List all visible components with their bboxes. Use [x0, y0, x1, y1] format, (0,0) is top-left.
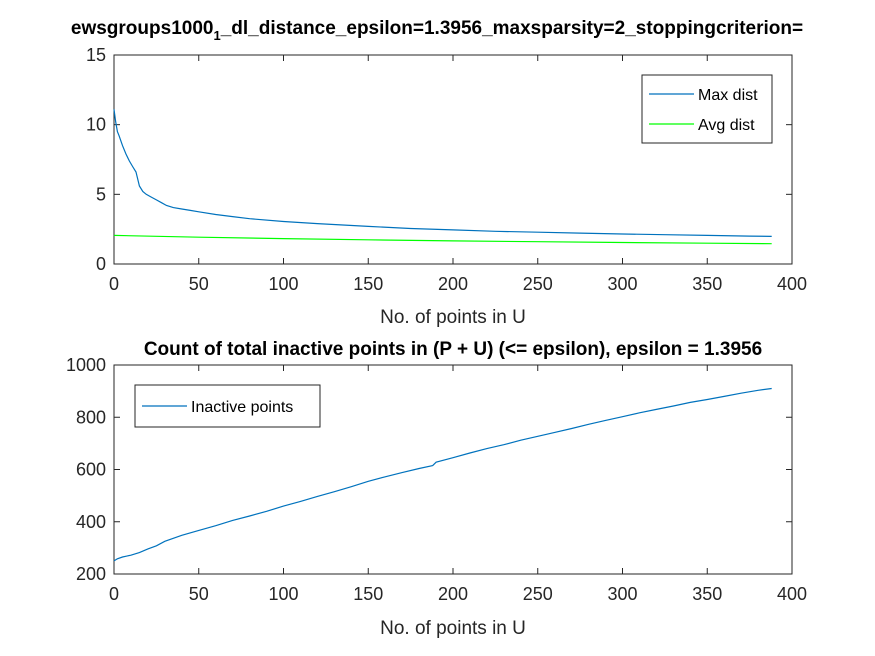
bottom-x-tick-label: 200	[438, 584, 468, 604]
top-x-tick-label: 0	[109, 274, 119, 294]
bottom-y-tick-label: 400	[76, 512, 106, 532]
bottom-y-tick-label: 600	[76, 460, 106, 480]
top-x-tick-label: 100	[268, 274, 298, 294]
bottom-legend-label: Inactive points	[191, 399, 293, 416]
top-x-tick-label: 300	[607, 274, 637, 294]
bottom-y-tick-label: 200	[76, 564, 106, 584]
top-legend-label: Avg dist	[698, 117, 755, 134]
top-x-tick-label: 250	[523, 274, 553, 294]
top-x-axis-label: No. of points in U	[380, 307, 526, 328]
top-x-tick-label: 350	[692, 274, 722, 294]
bottom-x-tick-label: 0	[109, 584, 119, 604]
top-y-tick-label: 15	[86, 45, 106, 65]
top-x-tick-label: 200	[438, 274, 468, 294]
top-x-tick-label: 150	[353, 274, 383, 294]
bottom-x-tick-label: 350	[692, 584, 722, 604]
top-y-tick-label: 0	[96, 254, 106, 274]
top-series-line-avg-dist	[113, 234, 772, 245]
top-legend-label: Max dist	[698, 87, 758, 104]
top-y-tick-label: 5	[96, 184, 106, 204]
top-series-line-max-dist	[113, 109, 772, 237]
bottom-chart-title: Count of total inactive points in (P + U…	[144, 339, 762, 360]
bottom-axes: 0 50 100 150 200 250 300 350 400 200 400 600 800 1000…	[66, 355, 807, 604]
bottom-x-axis-label: No. of points in U	[380, 618, 526, 639]
bottom-x-tick-label: 250	[523, 584, 553, 604]
bottom-x-tick-label: 400	[777, 584, 807, 604]
top-y-tick-label: 10	[86, 115, 106, 135]
bottom-x-tick-label: 100	[268, 584, 298, 604]
top-x-tick-label: 50	[189, 274, 209, 294]
top-x-tick-label: 400	[777, 274, 807, 294]
bottom-x-tick-label: 50	[189, 584, 209, 604]
bottom-x-tick-label: 300	[607, 584, 637, 604]
top-axes: 0 50 100 150 200 250 300 350 400 0 5 10 15 Max dist Av…	[86, 45, 807, 294]
bottom-series-line-inactive-points	[113, 387, 772, 562]
bottom-x-tick-label: 150	[353, 584, 383, 604]
top-legend-box	[641, 74, 773, 144]
top-chart-title: ewsgroups10001_dl_distance_epsilon=1.395…	[71, 18, 803, 43]
bottom-y-tick-label: 800	[76, 407, 106, 427]
bottom-y-tick-label: 1000	[66, 355, 106, 375]
